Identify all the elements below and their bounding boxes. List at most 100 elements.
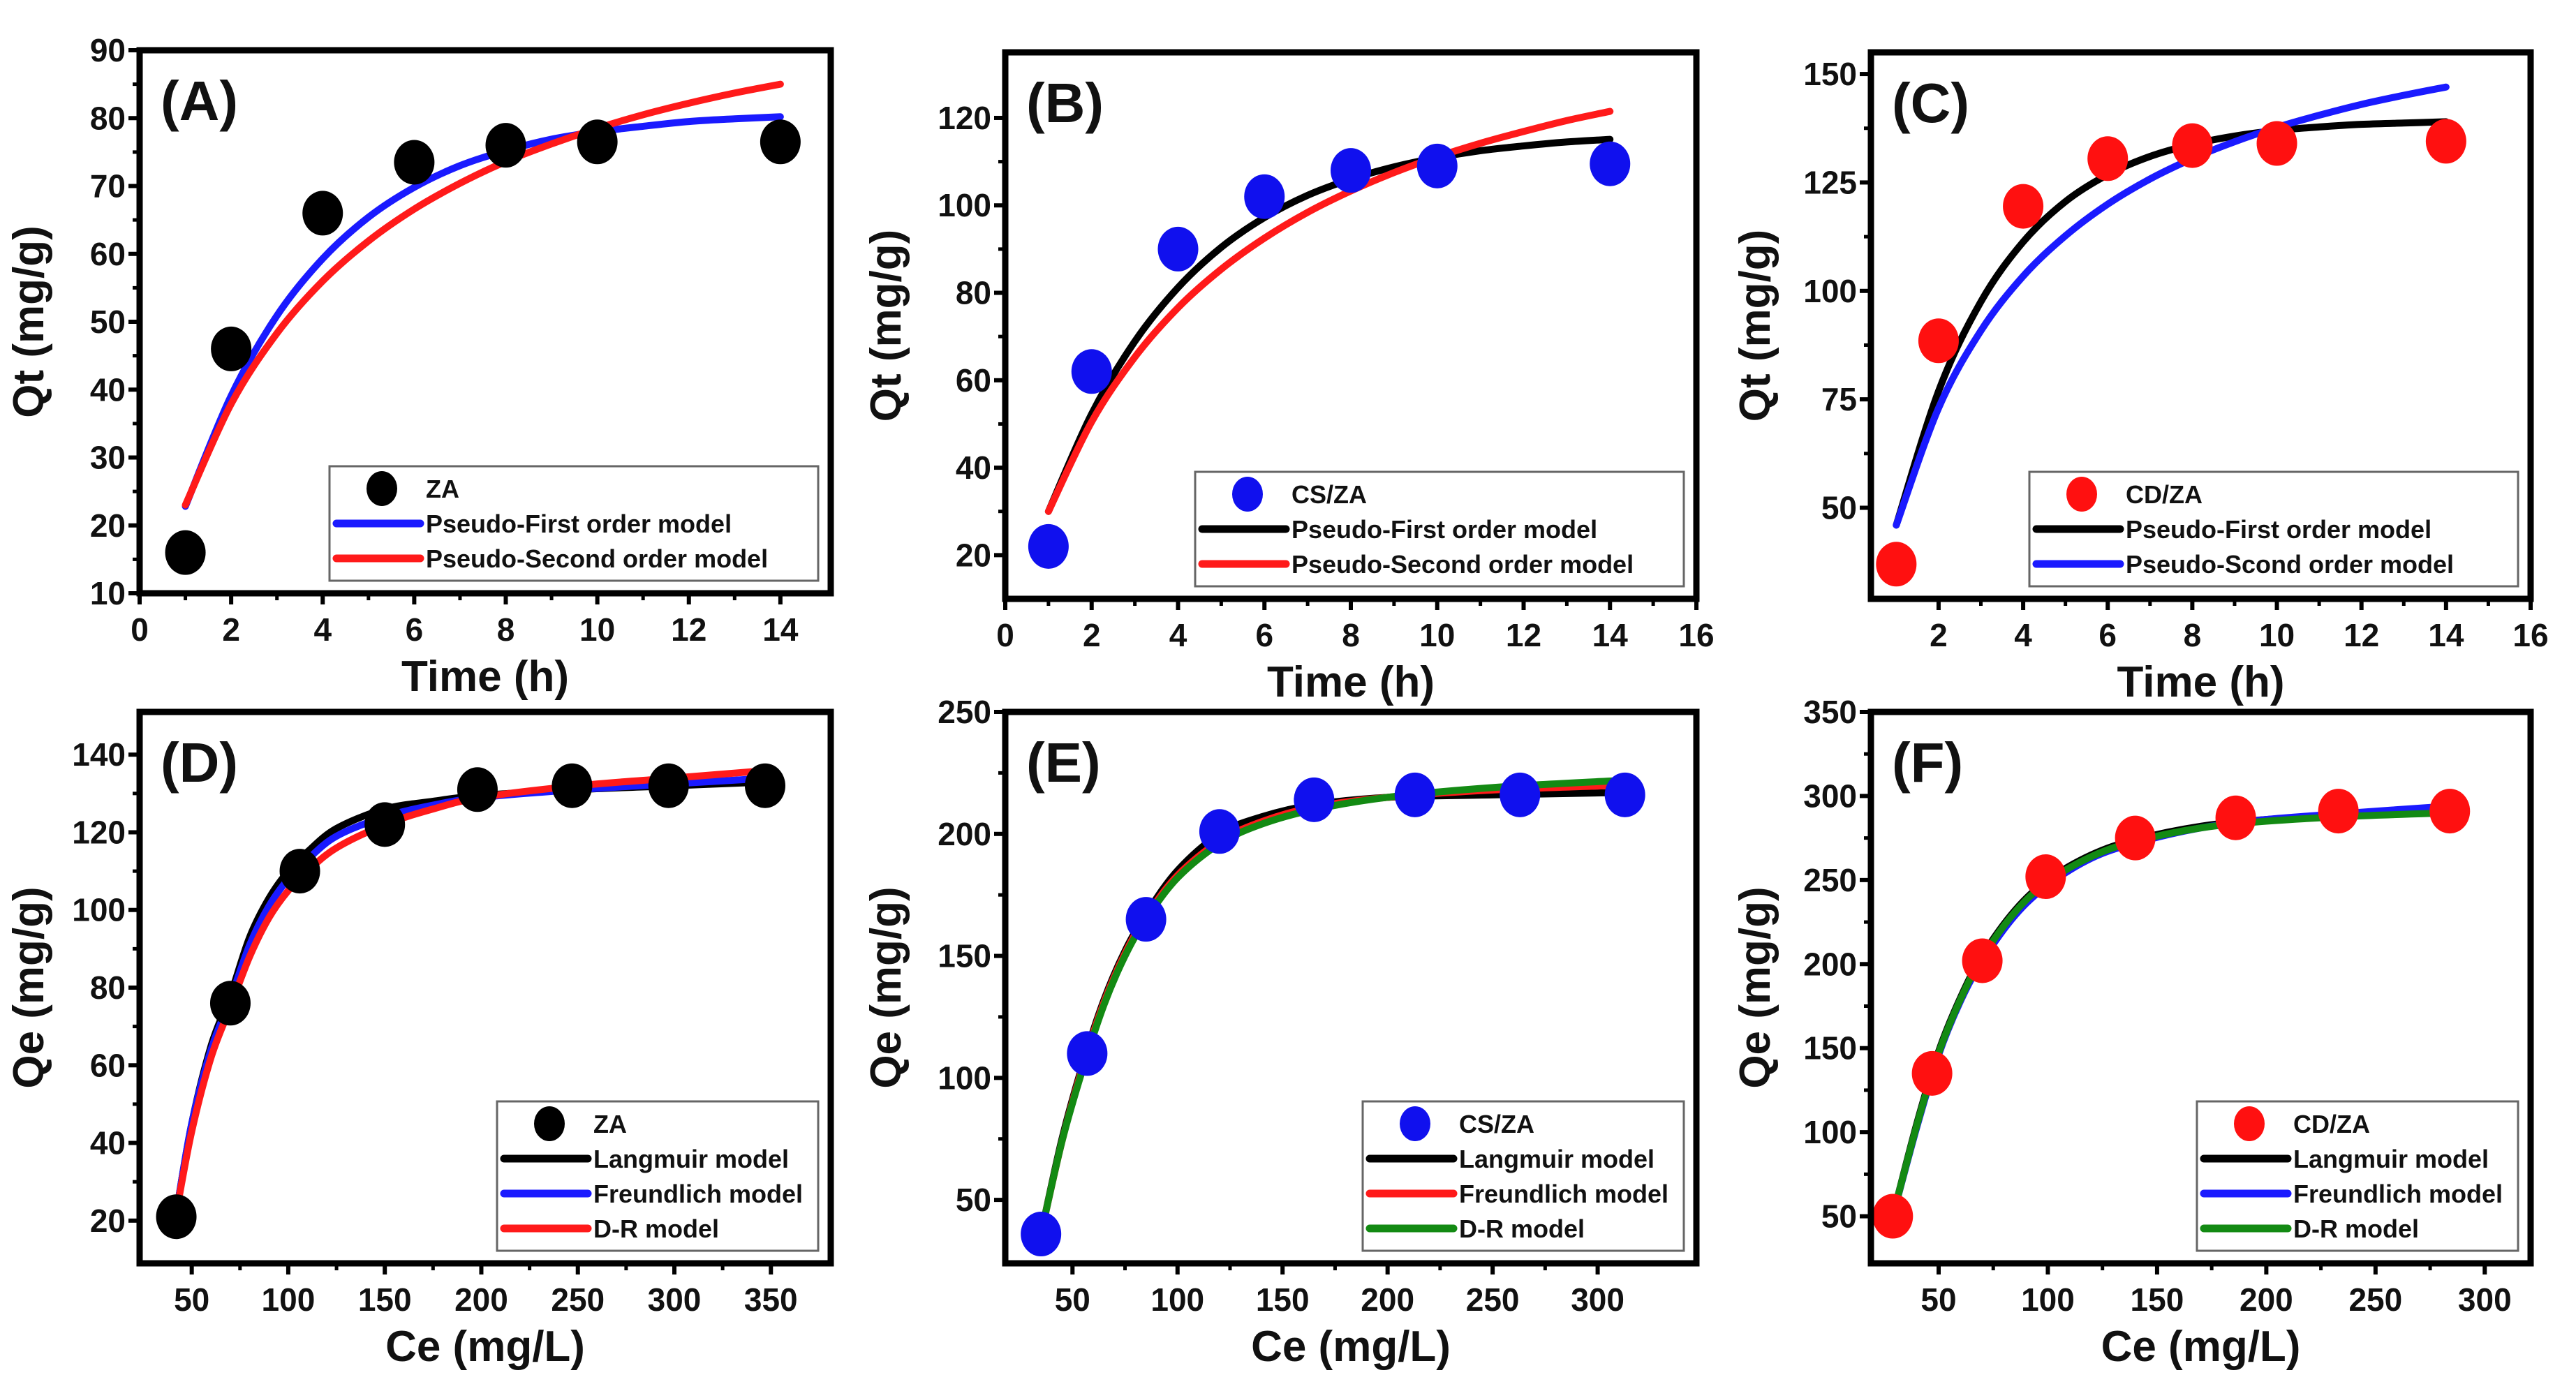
x-tick-label: 300 — [2458, 1281, 2512, 1318]
legend-marker — [1232, 477, 1263, 512]
legend-label: Pseudo-First order model — [426, 510, 732, 538]
data-point — [485, 123, 526, 168]
data-point — [209, 981, 251, 1026]
panel-label: (D) — [161, 731, 238, 794]
x-tick-label: 4 — [2014, 617, 2032, 653]
y-tick-label: 100 — [938, 1060, 991, 1096]
legend-label: CS/ZA — [1459, 1110, 1534, 1138]
y-tick-label: 120 — [938, 100, 991, 136]
x-tick-label: 2 — [222, 611, 240, 648]
x-tick-label: 8 — [2184, 617, 2202, 653]
panel-e: 50 100 150 200 250 300 50 100 150 200 250 Ce (mg/L)… — [862, 694, 1700, 1371]
legend-label: CD/ZA — [2126, 480, 2203, 509]
panel-label: (C) — [1892, 72, 1969, 134]
data-point — [2256, 121, 2297, 166]
y-axis-label: Qe (mg/g) — [5, 886, 53, 1088]
data-point — [1331, 148, 1371, 193]
x-axis-label: Time (h) — [401, 653, 569, 701]
panel-label: (B) — [1026, 72, 1104, 134]
panel-d: 50 100 150 200 250 300 350 20 40 60 80 100 120 140 Ce … — [5, 708, 834, 1371]
x-tick-label: 50 — [174, 1281, 209, 1318]
data-point — [156, 1194, 197, 1240]
x-tick-label: 350 — [744, 1281, 798, 1318]
data-point — [2087, 136, 2129, 181]
plot-frame — [1002, 708, 1700, 1267]
x-tick-label: 12 — [1506, 617, 1541, 653]
y-tick-label: 80 — [90, 100, 126, 136]
data-point — [1911, 1050, 1953, 1096]
x-tick-label: 100 — [262, 1281, 316, 1318]
y-axis-label: Qt (mg/g) — [862, 230, 910, 422]
data-point — [552, 763, 593, 808]
x-axis-label: Time (h) — [1267, 658, 1435, 706]
data-point — [364, 802, 406, 847]
x-tick-label: 2 — [1083, 617, 1101, 653]
series-line-1 — [1044, 135, 1614, 515]
legend: ZA Langmuir model Freundlich model D-R mode… — [496, 1100, 820, 1252]
x-axis-label: Ce (mg/L) — [1251, 1323, 1451, 1371]
x-tick-label: 10 — [579, 611, 615, 648]
legend-label: D-R model — [593, 1214, 719, 1243]
y-axis-label: Qe (mg/g) — [1731, 886, 1779, 1088]
y-tick-label: 90 — [90, 32, 126, 68]
x-tick-label: 150 — [358, 1281, 412, 1318]
y-tick-label: 60 — [90, 1047, 126, 1083]
y-tick-label: 50 — [956, 1182, 991, 1218]
y-tick-label: 20 — [90, 507, 126, 544]
legend-label: Freundlich model — [593, 1180, 803, 1208]
x-tick-label: 8 — [497, 611, 515, 648]
legend-label: Pseudo-First order model — [1291, 515, 1597, 544]
panel-a: 0 2 4 6 8 10 12 14 10 20 30 40 50 60 70 80 90 Time (h) Qt … — [5, 32, 834, 701]
legend-marker — [367, 471, 397, 506]
x-tick-label: 12 — [2344, 617, 2379, 653]
data-point — [1872, 1194, 1914, 1239]
x-tick-label: 200 — [2240, 1281, 2293, 1318]
legend-label: Pseudo-Scond order model — [2126, 550, 2454, 579]
data-point — [1500, 772, 1541, 817]
legend-label: ZA — [426, 475, 459, 503]
data-point — [1962, 938, 2003, 983]
x-tick-label: 250 — [2348, 1281, 2402, 1318]
y-tick-label: 350 — [1803, 694, 1857, 730]
x-tick-label: 2 — [1930, 617, 1948, 653]
y-tick-label: 70 — [90, 168, 126, 205]
x-tick-label: 16 — [2512, 617, 2548, 653]
y-tick-label: 40 — [90, 371, 126, 408]
y-tick-label: 120 — [72, 814, 126, 850]
y-tick-label: 80 — [956, 275, 991, 311]
legend-label: Langmuir model — [593, 1145, 789, 1173]
x-tick-label: 14 — [762, 611, 799, 648]
x-tick-label: 0 — [996, 617, 1014, 653]
data-point — [648, 763, 689, 808]
x-tick-label: 150 — [1256, 1281, 1310, 1318]
x-tick-label: 250 — [551, 1281, 605, 1318]
y-tick-label: 60 — [956, 362, 991, 399]
y-tick-label: 10 — [90, 575, 126, 611]
data-point — [577, 119, 618, 165]
y-tick-label: 150 — [1803, 56, 1857, 92]
plot-frame — [1867, 708, 2534, 1267]
x-tick-label: 4 — [313, 611, 332, 648]
data-point — [1199, 809, 1240, 854]
data-point — [1021, 1212, 1062, 1257]
y-tick-label: 250 — [1803, 862, 1857, 898]
data-point — [2318, 789, 2359, 834]
y-tick-label: 150 — [938, 938, 991, 974]
x-axis-label: Time (h) — [2117, 658, 2285, 706]
legend-label: Freundlich model — [2293, 1180, 2503, 1208]
data-point — [1157, 226, 1199, 272]
data-point — [1416, 143, 1458, 188]
y-tick-label: 100 — [1803, 1114, 1857, 1150]
legend-label: ZA — [593, 1110, 627, 1138]
data-point — [2115, 815, 2156, 861]
y-tick-label: 40 — [956, 449, 991, 486]
data-point — [1244, 174, 1285, 219]
x-axis-label: Ce (mg/L) — [385, 1323, 585, 1371]
data-point — [1071, 349, 1112, 394]
panel-label: (E) — [1026, 731, 1101, 794]
x-tick-label: 14 — [2428, 617, 2464, 653]
data-point — [2003, 184, 2044, 229]
legend-label: CS/ZA — [1291, 480, 1367, 509]
y-axis-label: Qt (mg/g) — [1731, 230, 1779, 422]
data-point — [744, 763, 785, 808]
